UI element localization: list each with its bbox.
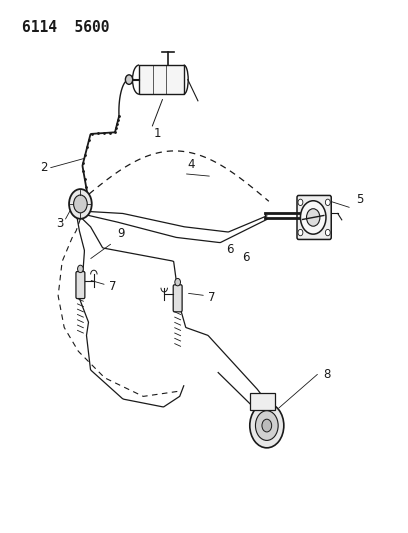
- Circle shape: [298, 199, 303, 206]
- Text: 7: 7: [208, 291, 215, 304]
- Circle shape: [298, 229, 303, 236]
- Text: 4: 4: [188, 158, 195, 172]
- Circle shape: [250, 403, 284, 448]
- Circle shape: [69, 189, 92, 219]
- FancyBboxPatch shape: [76, 271, 85, 298]
- Text: 5: 5: [356, 193, 364, 206]
- Circle shape: [73, 195, 87, 213]
- Circle shape: [325, 199, 330, 206]
- Text: 3: 3: [56, 217, 64, 230]
- FancyBboxPatch shape: [139, 65, 184, 94]
- Text: 8: 8: [324, 368, 331, 381]
- Text: 9: 9: [117, 228, 124, 240]
- FancyBboxPatch shape: [173, 285, 182, 312]
- Circle shape: [78, 265, 83, 272]
- Text: 6: 6: [226, 243, 234, 256]
- FancyBboxPatch shape: [297, 196, 331, 239]
- Circle shape: [255, 411, 278, 440]
- Circle shape: [262, 419, 272, 432]
- Text: 1: 1: [153, 127, 161, 140]
- Text: 6114  5600: 6114 5600: [22, 20, 109, 35]
- Text: 6: 6: [242, 251, 250, 264]
- Circle shape: [300, 201, 326, 234]
- Text: 2: 2: [40, 161, 47, 174]
- Circle shape: [125, 75, 133, 84]
- FancyBboxPatch shape: [250, 393, 275, 410]
- Circle shape: [325, 229, 330, 236]
- Circle shape: [306, 209, 320, 226]
- Circle shape: [175, 278, 180, 286]
- Text: 7: 7: [109, 280, 116, 293]
